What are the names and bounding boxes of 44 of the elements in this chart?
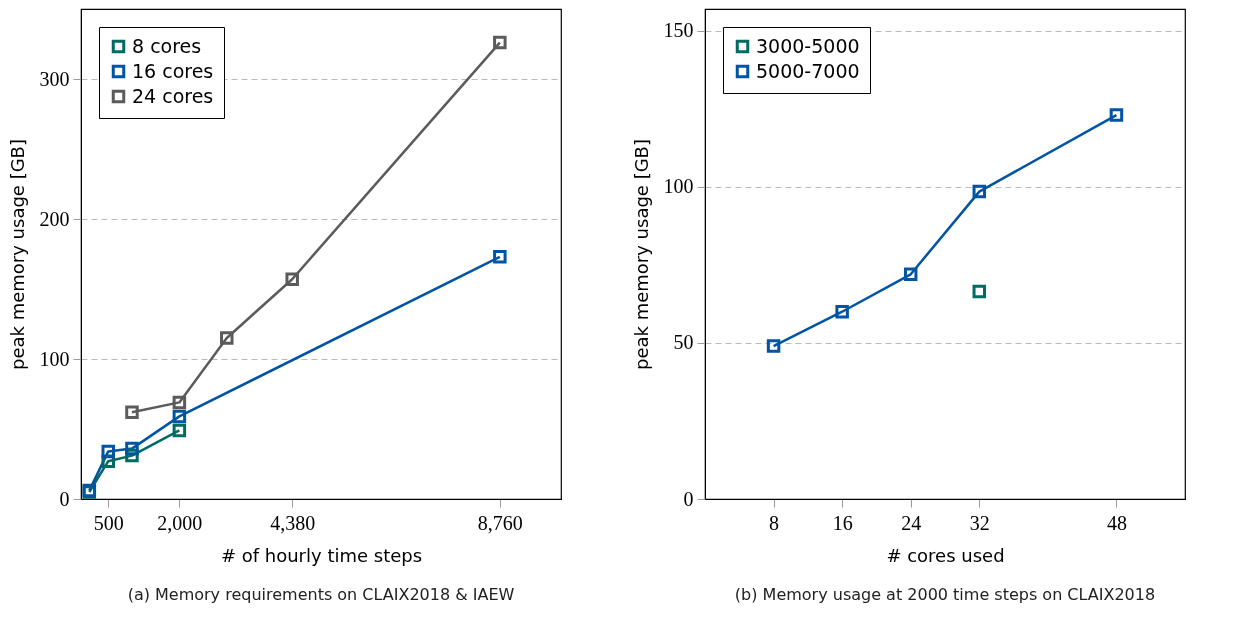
point [972, 284, 987, 299]
x-tick-label: 500 [93, 511, 124, 534]
x-tick-label: 24 [901, 511, 922, 534]
y-axis-title: peak memory usage [GB] [6, 139, 28, 370]
y-tick-label: 100 [39, 347, 70, 370]
x-tick-label: 32 [969, 511, 990, 534]
y-tick-label: 0 [683, 487, 694, 510]
y-tick-label: 50 [673, 331, 694, 354]
text: (a) Memory requirements on CLAIX2018 & IAEW [127, 585, 515, 604]
point [285, 272, 299, 286]
x-tick-label: 48 [1106, 511, 1127, 534]
y-tick-label: 0 [59, 487, 70, 510]
point [766, 339, 781, 353]
point [220, 331, 234, 345]
point [493, 250, 507, 264]
y-tick-label: 100 [663, 175, 694, 198]
point [172, 423, 187, 438]
point [1109, 108, 1124, 122]
point [903, 267, 918, 282]
x-axis-title: # of hourly time steps [220, 544, 423, 566]
y-tick-label: 200 [39, 207, 70, 230]
y-axis-title: peak memory usage [GB] [630, 139, 652, 370]
point [493, 35, 507, 50]
point [125, 405, 139, 419]
point [172, 395, 187, 410]
text: (b) Memory usage at 2000 time steps on CLAIX2018 [734, 585, 1156, 604]
x-tick-label: 4,380 [270, 511, 316, 534]
x-tick-label: 2,000 [157, 511, 203, 534]
point [835, 304, 849, 319]
legend-label: 5000-7000 [756, 59, 860, 82]
point [172, 409, 187, 424]
point [972, 184, 987, 199]
point [125, 441, 139, 456]
legend-label: 8 cores [132, 34, 202, 57]
legend-label: 24 cores [132, 84, 214, 107]
legend-label: 3000-5000 [756, 34, 860, 57]
y-tick-label: 150 [663, 19, 694, 42]
x-axis-title: # cores used [886, 544, 1005, 566]
x-tick-label: 8 [769, 511, 780, 534]
point [101, 444, 115, 459]
x-tick-label: 8,760 [477, 511, 523, 534]
x-tick-label: 16 [832, 511, 853, 534]
y-tick-label: 300 [39, 67, 70, 90]
legend-label: 16 cores [132, 59, 214, 82]
